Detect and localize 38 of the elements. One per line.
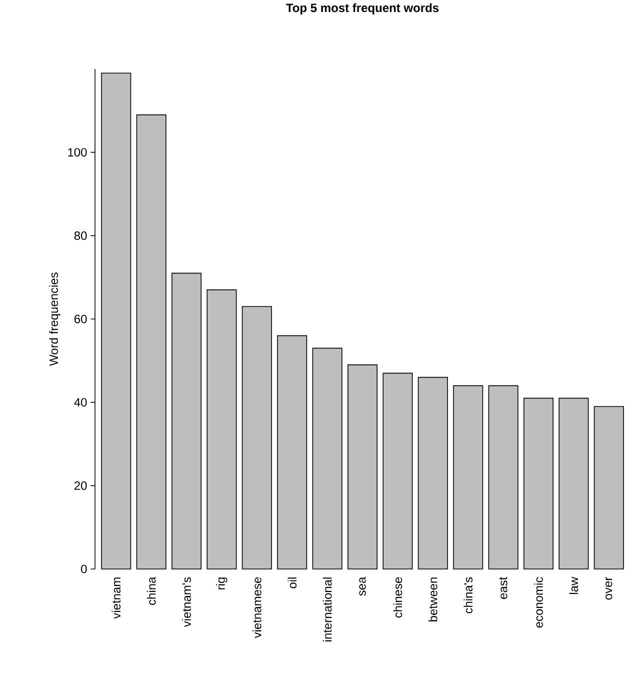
bar [418,376,448,570]
bar [488,385,518,570]
bar [347,364,378,570]
bar [453,385,484,570]
bar [206,289,237,570]
x-tick-label: chinese [393,577,402,618]
bar [558,398,589,570]
y-tick-label: 0 [81,564,87,574]
x-tick-label: law [569,576,578,594]
bar [312,348,342,570]
x-tick-label: sea [359,576,366,596]
x-tick-label: between [428,578,438,622]
x-tick-label: east [499,576,508,599]
chart-title: Top 5 most frequent words [286,3,439,14]
x-tick-label: vietnam's [182,577,191,628]
y-tick-label: 20 [74,481,87,490]
y-tick-label: 80 [74,231,87,240]
bar [136,114,166,570]
bar [242,306,272,570]
y-tick-label: 40 [74,398,87,407]
x-tick-label: rig [216,578,228,590]
y-tick-label: 100 [68,148,87,157]
bar [277,335,308,570]
bar [172,272,202,570]
bar [101,72,132,570]
x-tick-label: over [606,576,612,600]
bar [382,372,413,570]
bar [594,406,624,570]
y-tick-label: 60 [74,314,87,324]
x-tick-label: china [146,576,156,605]
x-tick-label: economic [534,577,543,628]
x-tick-label: oil [288,578,297,588]
y-axis-title: Word frequencies [49,272,60,366]
x-tick-label: vietnamese [252,577,262,638]
x-tick-label: international [322,578,332,642]
x-tick-label: china's [464,577,473,614]
bar [523,398,554,570]
x-tick-label: vietnam [112,578,121,619]
